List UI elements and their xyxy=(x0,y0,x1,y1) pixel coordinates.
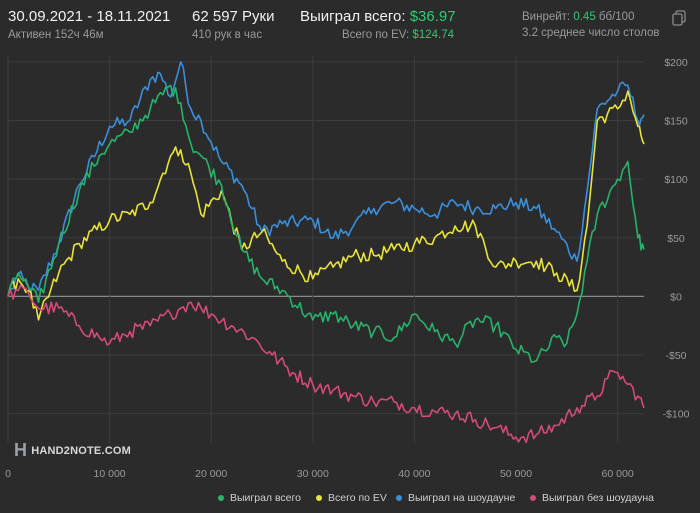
y-tick-label: -$100 xyxy=(663,409,690,421)
x-tick-label: 0 xyxy=(5,468,11,480)
x-tick-label: 10 000 xyxy=(94,468,126,480)
logo-text: HAND2NOTE.COM xyxy=(31,444,131,457)
x-tick-label: 30 000 xyxy=(297,468,329,480)
series-line-ev xyxy=(7,90,645,321)
legend-dot-ev-icon xyxy=(316,495,322,501)
legend-item-showdown[interactable]: Выиграл на шоудауне xyxy=(396,492,515,504)
won-total-label: Выиграл всего: xyxy=(300,8,406,25)
active-time: Активен 152ч 46м xyxy=(8,29,104,41)
legend-item-ev[interactable]: Всего по EV xyxy=(316,492,387,504)
legend-item-won[interactable]: Выиграл всего xyxy=(218,492,301,504)
legend-dot-won-icon xyxy=(218,495,224,501)
y-tick-label: $0 xyxy=(670,291,682,303)
winrate-block: Винрейт: 0.45 бб/100 3.2 среднее число с… xyxy=(522,8,660,39)
profit-graph: $200 $150 $100 $50 $0 -$50 -$100 0 10 000 20 000 3… xyxy=(5,56,690,480)
x-tick-label: 60 000 xyxy=(602,468,634,480)
x-tick-label: 50 000 xyxy=(500,468,532,480)
series-line-nonshowdown xyxy=(7,284,645,444)
hand2note-logo: H HAND2NOTE.COM xyxy=(14,440,131,461)
series-line-won xyxy=(7,84,645,363)
winrate-unit: бб/100 xyxy=(598,11,635,23)
y-tick-label: $100 xyxy=(664,174,688,186)
hands-block: 62 597 Руки 410 рук в час xyxy=(192,8,275,41)
y-tick-label: -$50 xyxy=(665,350,686,362)
hands-per-hour: 410 рук в час xyxy=(192,29,263,41)
legend-label-nonshowdown: Выиграл без шоудауна xyxy=(542,492,654,504)
x-tick-label: 40 000 xyxy=(398,468,430,480)
copy-icon[interactable] xyxy=(672,10,686,26)
y-tick-label: $150 xyxy=(664,116,688,128)
ev-total-value: $124.74 xyxy=(412,29,454,41)
series-line-showdown xyxy=(7,61,645,297)
avg-tables: 3.2 среднее число столов xyxy=(522,27,660,39)
y-tick-label: $50 xyxy=(667,233,685,245)
legend-label-won: Выиграл всего xyxy=(230,492,301,504)
winnings-block: Выиграл всего: $36.97 Всего по EV: $124.… xyxy=(300,8,456,41)
date-block: 30.09.2021 - 18.11.2021 Активен 152ч 46м xyxy=(8,8,170,41)
legend-item-nonshowdown[interactable]: Выиграл без шоудауна xyxy=(530,492,654,504)
legend-dot-nonshowdown-icon xyxy=(530,495,536,501)
legend-label-ev: Всего по EV xyxy=(328,492,387,504)
chart-legend: Выиграл всего Всего по EV Выиграл на шоу… xyxy=(0,492,700,508)
y-tick-label: $200 xyxy=(664,57,688,69)
legend-dot-showdown-icon xyxy=(396,495,402,501)
ev-total-label: Всего по EV: xyxy=(341,29,410,41)
won-total-value: $36.97 xyxy=(409,8,456,25)
legend-label-showdown: Выиграл на шоудауне xyxy=(408,492,516,504)
logo-mark-icon: H xyxy=(14,440,28,460)
winrate-value: 0.45 xyxy=(573,11,596,23)
stats-header: 30.09.2021 - 18.11.2021 Активен 152ч 46м… xyxy=(0,0,700,48)
winrate-label: Винрейт: xyxy=(522,11,571,23)
x-tick-label: 20 000 xyxy=(195,468,227,480)
hands-total: 62 597 Руки xyxy=(192,8,275,25)
date-range[interactable]: 30.09.2021 - 18.11.2021 xyxy=(8,8,171,25)
